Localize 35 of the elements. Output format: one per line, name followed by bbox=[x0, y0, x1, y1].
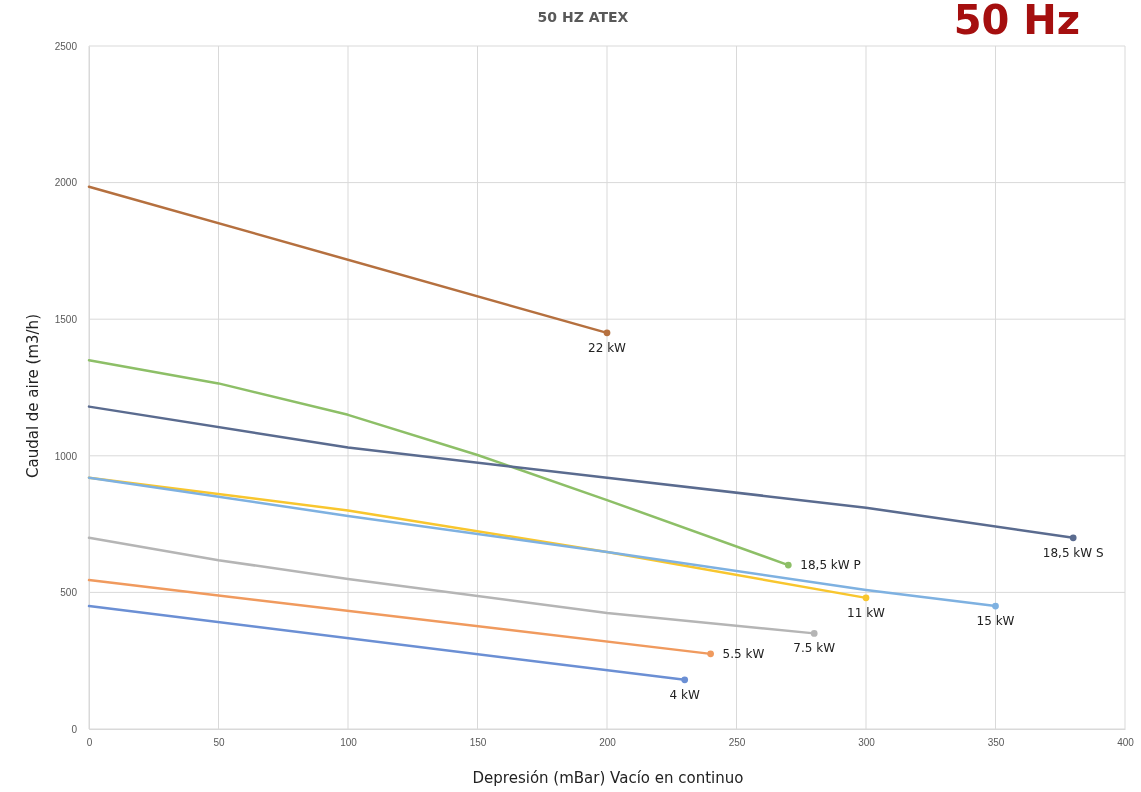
series-label: 7.5 kW bbox=[793, 641, 836, 656]
point bbox=[707, 650, 714, 658]
x-axis-title: Depresión (mBar) Vacío en continuo bbox=[472, 769, 744, 787]
y-tick-label: 500 bbox=[60, 587, 78, 599]
y-tick-label: 1500 bbox=[54, 313, 78, 325]
point bbox=[681, 676, 689, 684]
y-tick-label: 2500 bbox=[54, 40, 78, 52]
x-tick-label: 100 bbox=[340, 737, 358, 749]
x-tick-label: 250 bbox=[728, 737, 746, 749]
y-axis-title: Caudal de aire (m3/h) bbox=[24, 314, 42, 478]
text: 50 Hz bbox=[953, 0, 1080, 43]
series-label: 4 kW bbox=[669, 687, 700, 702]
point bbox=[603, 329, 611, 337]
series-label: 18,5 kW S bbox=[1042, 545, 1104, 560]
series-label: 18,5 kW P bbox=[800, 558, 861, 573]
series-label: 15 kW bbox=[976, 614, 1015, 629]
x-tick-label: 350 bbox=[987, 737, 1005, 749]
series-label: 22 kW bbox=[588, 340, 627, 355]
point bbox=[992, 602, 999, 610]
series-label: 5.5 kW bbox=[722, 646, 765, 661]
point bbox=[862, 594, 870, 602]
point bbox=[1069, 534, 1077, 542]
x-tick-label: 400 bbox=[1117, 737, 1135, 749]
x-tick-label: 200 bbox=[599, 737, 617, 749]
x-tick-label: 0 bbox=[86, 737, 93, 749]
x-tick-label: 50 bbox=[213, 737, 225, 749]
series-label: 11 kW bbox=[847, 605, 886, 620]
chart-title: 50 HZ ATEX bbox=[537, 9, 629, 25]
x-tick-label: 150 bbox=[469, 737, 487, 749]
y-tick-label: 2000 bbox=[54, 177, 78, 189]
y-tick-label: 1000 bbox=[54, 450, 78, 462]
x-tick-label: 300 bbox=[858, 737, 876, 749]
point bbox=[784, 561, 792, 569]
point bbox=[810, 630, 818, 637]
y-tick-label: 0 bbox=[71, 723, 78, 735]
